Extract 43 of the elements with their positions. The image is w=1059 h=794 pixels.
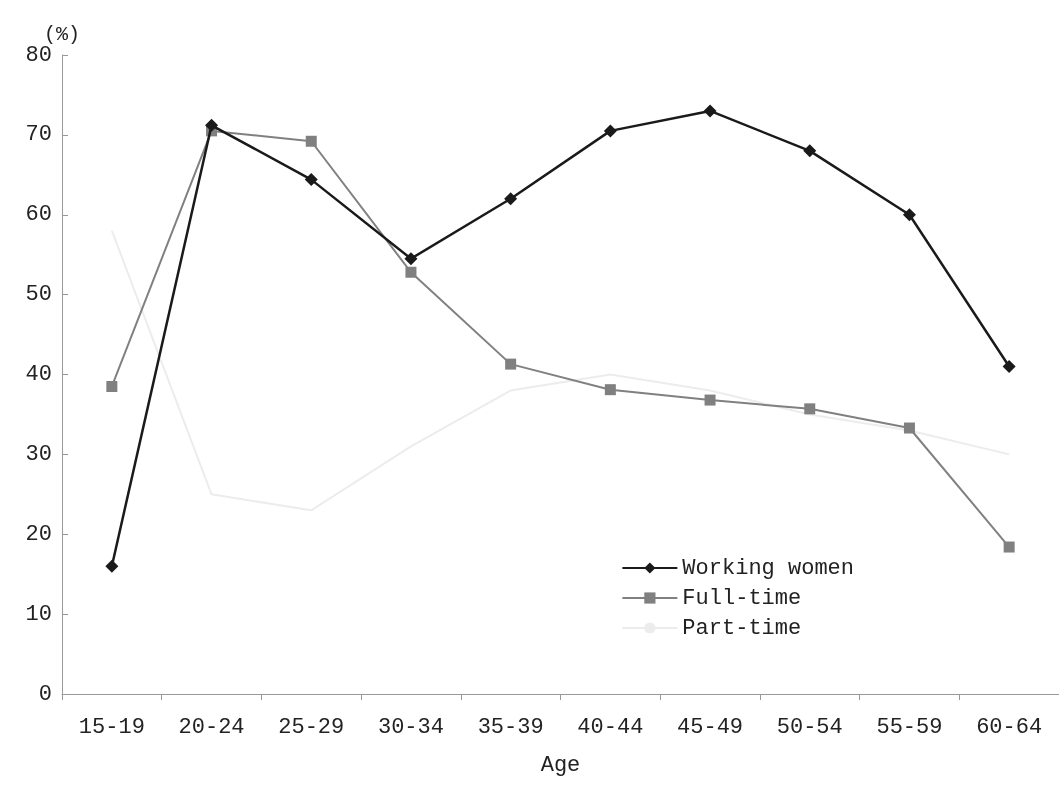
line-series: [110, 229, 1011, 512]
y-tick-label: 60: [25, 202, 52, 228]
x-tick-label: 40-44: [577, 714, 644, 740]
x-tick-label: 25-29: [278, 714, 345, 740]
point: [903, 422, 915, 434]
y-tick-label: 30: [25, 441, 52, 467]
point: [1003, 541, 1015, 553]
point: [902, 208, 916, 222]
y-tick-label: 20: [25, 521, 52, 547]
legend-label: Part-time: [682, 615, 802, 641]
point: [704, 394, 716, 406]
x-tick-label: 60-64: [976, 714, 1043, 740]
x-axis-title: Age: [540, 752, 581, 778]
point: [504, 192, 518, 206]
point: [603, 124, 617, 138]
y-tick-label: 70: [25, 122, 52, 148]
point: [604, 384, 616, 396]
point: [505, 358, 517, 370]
x-tick-label: 55-59: [876, 714, 943, 740]
y-tick-label: 0: [38, 681, 52, 707]
y-axis-title: (%): [43, 22, 80, 46]
point: [803, 144, 817, 158]
point: [404, 252, 418, 266]
point: [304, 173, 318, 187]
y-tick-label: 40: [25, 362, 52, 387]
point: [405, 266, 417, 278]
x-tick-label: 30-34: [377, 714, 444, 740]
x-tick-label: 15-19: [78, 714, 145, 740]
x-tick-label: 20-24: [178, 714, 245, 740]
x-tick-label: 35-39: [477, 714, 544, 740]
point: [106, 380, 118, 392]
point: [105, 559, 119, 573]
y-tick-label: 10: [25, 601, 52, 627]
legend-label: Full-time: [682, 585, 802, 611]
point: [305, 135, 317, 147]
point: [1002, 360, 1016, 374]
y-tick-label: 50: [25, 282, 52, 308]
x-tick-label: 45-49: [677, 714, 744, 740]
x-tick-label: 50-54: [776, 714, 843, 740]
legend-label: Working women: [682, 555, 855, 581]
point: [205, 118, 219, 132]
point: [804, 403, 816, 415]
point: [703, 104, 717, 118]
